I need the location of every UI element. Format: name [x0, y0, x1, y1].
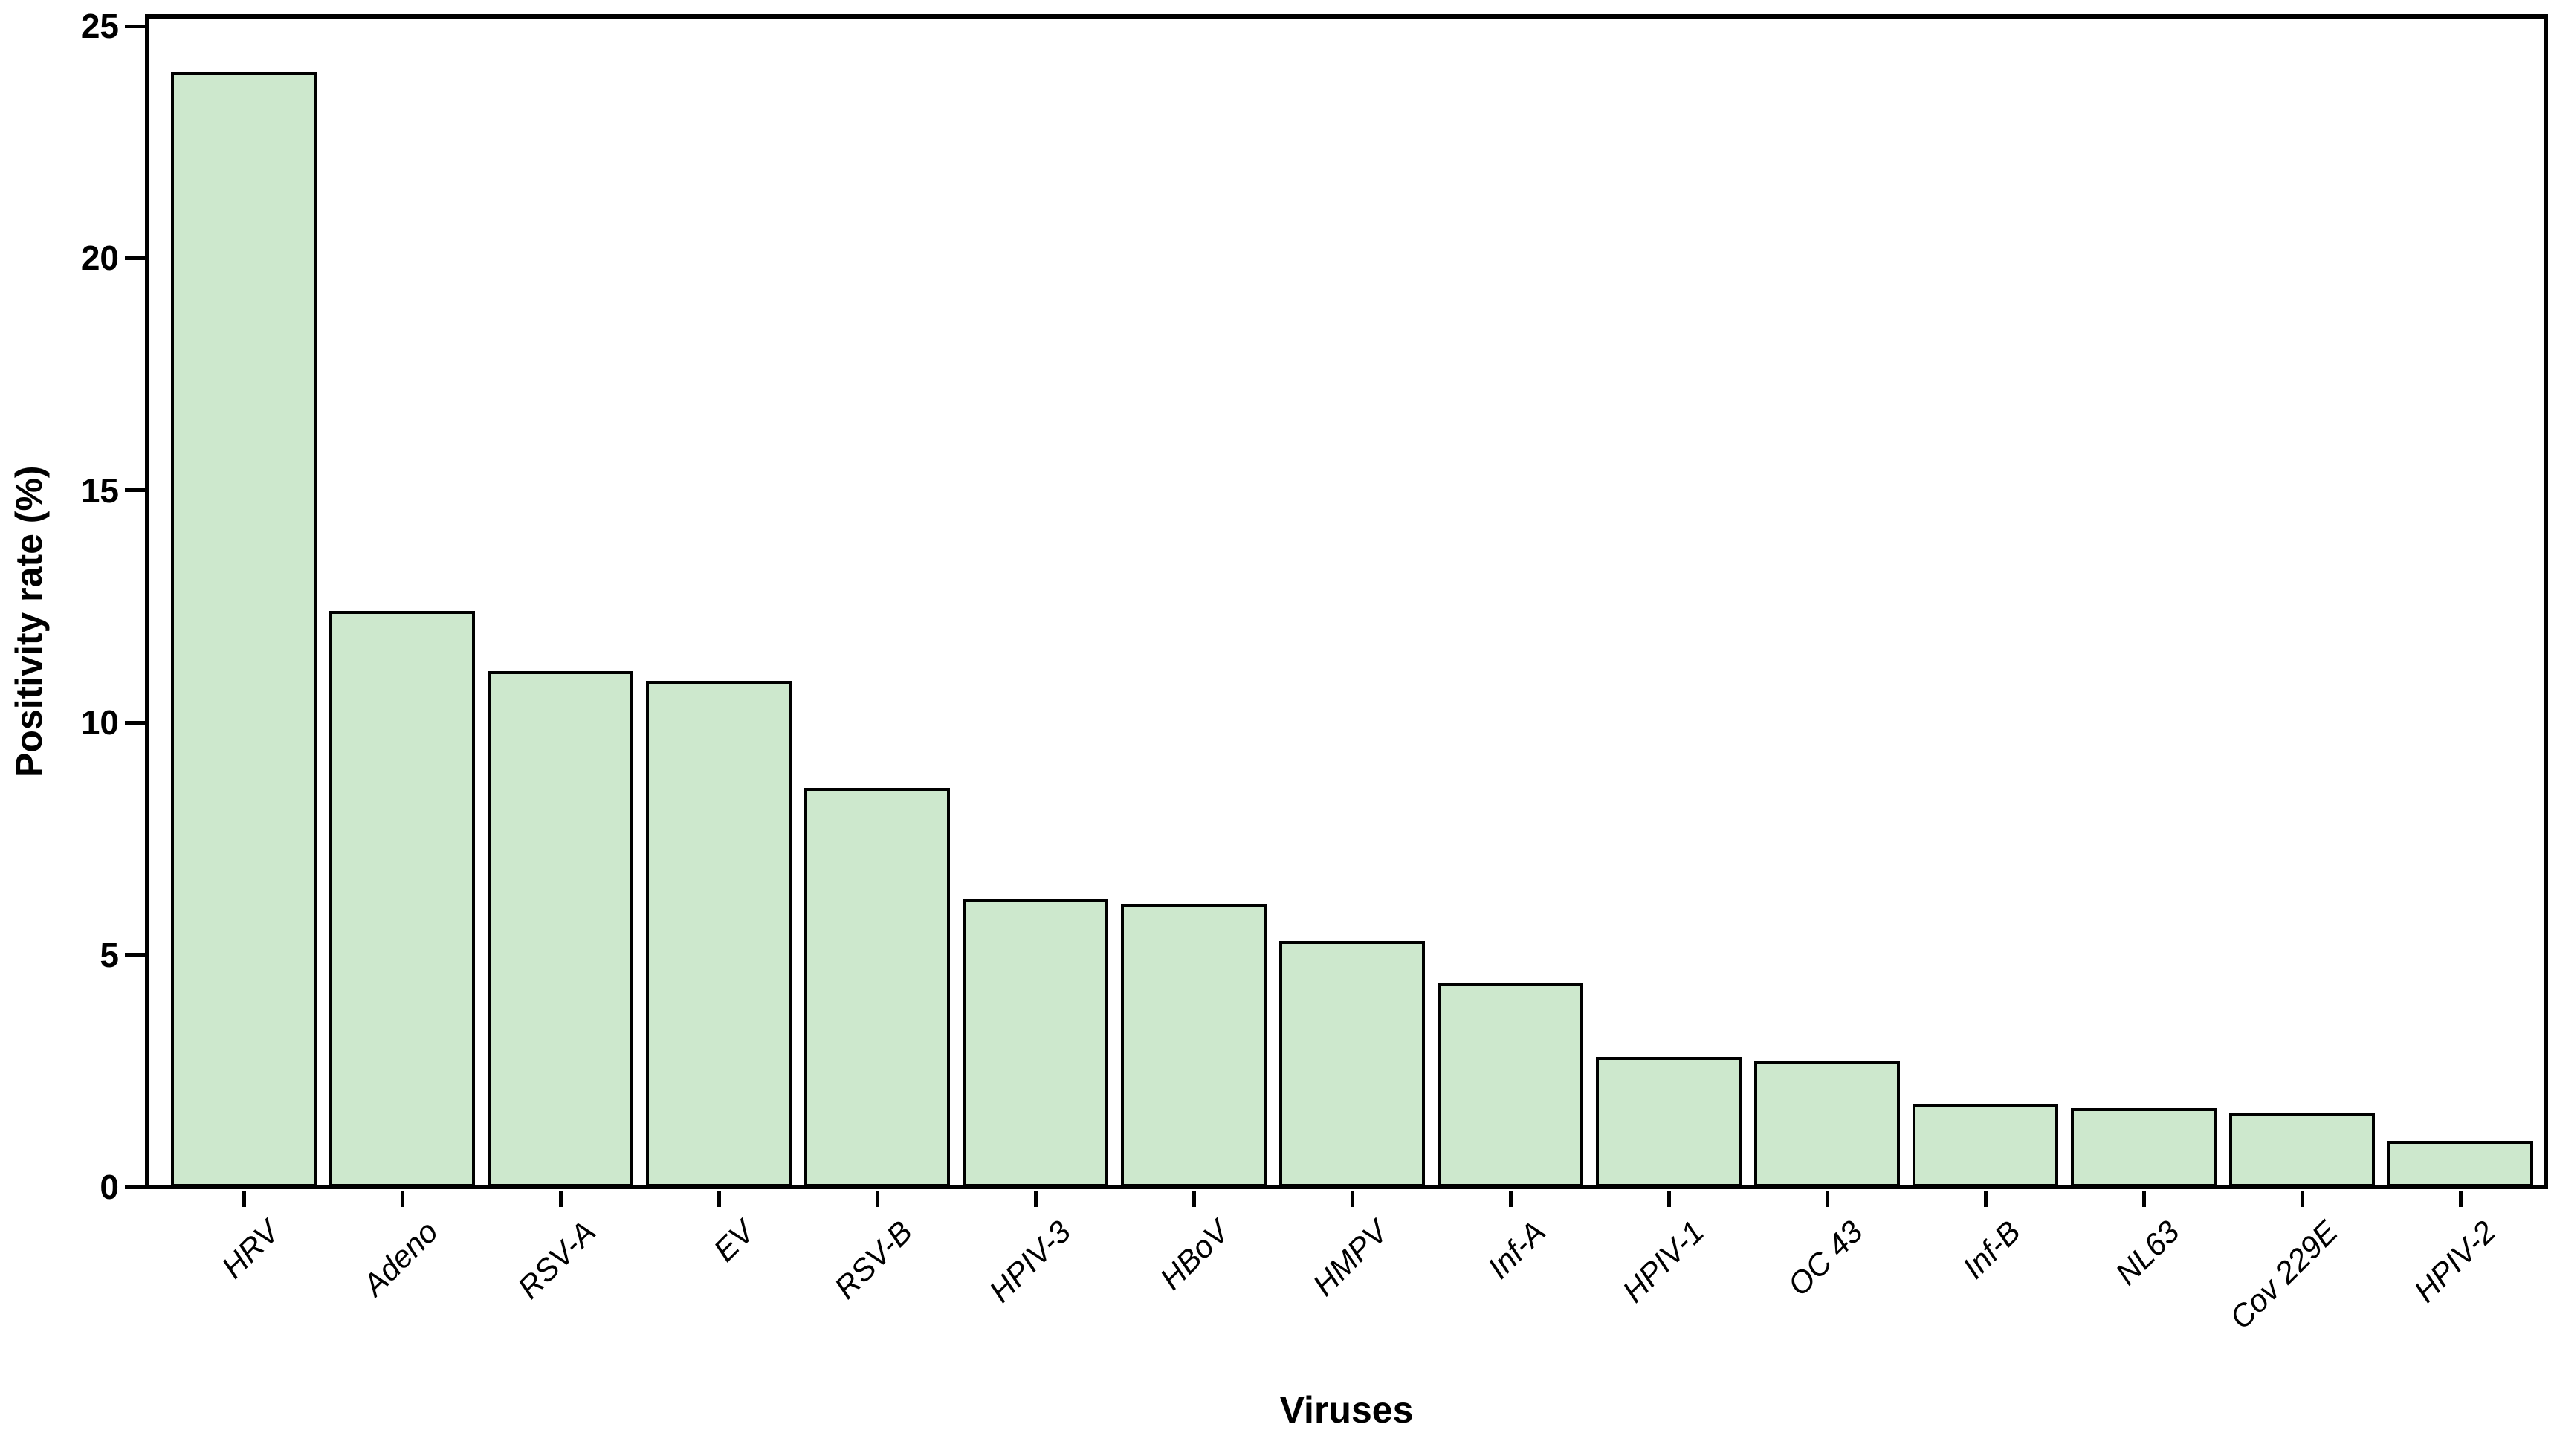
y-axis-tick-label: 10 — [80, 703, 119, 742]
y-axis-tick-label: 25 — [80, 7, 119, 45]
x-axis-tick-label: Inf-A — [1481, 1214, 1553, 1286]
x-axis-tick — [1350, 1191, 1354, 1207]
x-axis-tick-label: OC 43 — [1780, 1214, 1869, 1303]
bar-adeno — [329, 611, 475, 1187]
x-axis-tick-label: HPIV-3 — [982, 1214, 1078, 1310]
x-axis-tick-label: Inf-B — [1956, 1214, 2028, 1286]
y-axis-tick — [125, 720, 146, 725]
x-axis-tick — [1983, 1191, 1988, 1207]
x-axis-tick-label: HPIV-1 — [1615, 1214, 1711, 1310]
bar-rsv-b — [804, 787, 950, 1187]
y-axis-tick-label: 20 — [80, 239, 119, 278]
bar-inf-b — [1913, 1103, 2058, 1187]
x-axis-tick-label: HPIV-2 — [2407, 1214, 2503, 1310]
x-axis-tick — [1508, 1191, 1513, 1207]
x-axis-tick — [242, 1191, 246, 1207]
x-axis-tick-label: NL63 — [2108, 1214, 2186, 1292]
bar-hpiv-3 — [963, 899, 1108, 1187]
bar-hbov — [1121, 903, 1267, 1187]
y-axis-tick — [125, 256, 146, 260]
x-axis-tick-label: HBoV — [1153, 1214, 1236, 1297]
x-axis-tick — [1666, 1191, 1671, 1207]
y-axis-tick-label: 0 — [100, 1168, 119, 1206]
x-axis-tick — [717, 1191, 721, 1207]
x-axis-tick — [2141, 1191, 2146, 1207]
y-axis-tick — [125, 1185, 146, 1189]
bar-cov-229e — [2229, 1113, 2375, 1187]
bar-inf-a — [1438, 983, 1583, 1187]
bar-ev — [646, 680, 792, 1187]
x-axis-tick-label: RSV-B — [827, 1214, 919, 1306]
x-axis-tick-label: Cov 229E — [2222, 1214, 2344, 1336]
x-axis-title: Viruses — [1279, 1389, 1414, 1431]
x-axis-tick — [1192, 1191, 1196, 1207]
bar-nl63 — [2071, 1107, 2217, 1187]
y-axis-tick — [125, 488, 146, 493]
bar-oc-43 — [1754, 1061, 1900, 1187]
x-axis-tick — [2458, 1191, 2463, 1207]
x-axis-tick-label: Adeno — [355, 1214, 444, 1303]
bar-rsv-a — [488, 671, 633, 1187]
x-axis-tick — [875, 1191, 879, 1207]
bar-hpiv-2 — [2387, 1140, 2533, 1187]
y-axis-tick — [125, 953, 146, 957]
x-axis-tick — [400, 1191, 404, 1207]
bar-hpiv-1 — [1596, 1057, 1742, 1187]
x-axis-tick — [2300, 1191, 2304, 1207]
x-axis-tick-label: HMPV — [1305, 1214, 1394, 1303]
y-axis-title: Positivity rate (%) — [8, 465, 50, 777]
x-axis-tick — [558, 1191, 563, 1207]
bar-hrv — [171, 72, 317, 1187]
y-axis-tick — [125, 24, 146, 28]
x-axis-tick-label: RSV-A — [511, 1214, 603, 1306]
y-axis-tick-label: 15 — [80, 470, 119, 510]
x-axis-tick — [1825, 1191, 1829, 1207]
x-axis-tick — [1033, 1191, 1038, 1207]
x-axis-tick-label: HRV — [215, 1214, 286, 1285]
x-axis-tick-label: EV — [706, 1214, 761, 1269]
y-axis-tick-label: 5 — [100, 935, 119, 974]
bar-hmpv — [1279, 940, 1425, 1187]
